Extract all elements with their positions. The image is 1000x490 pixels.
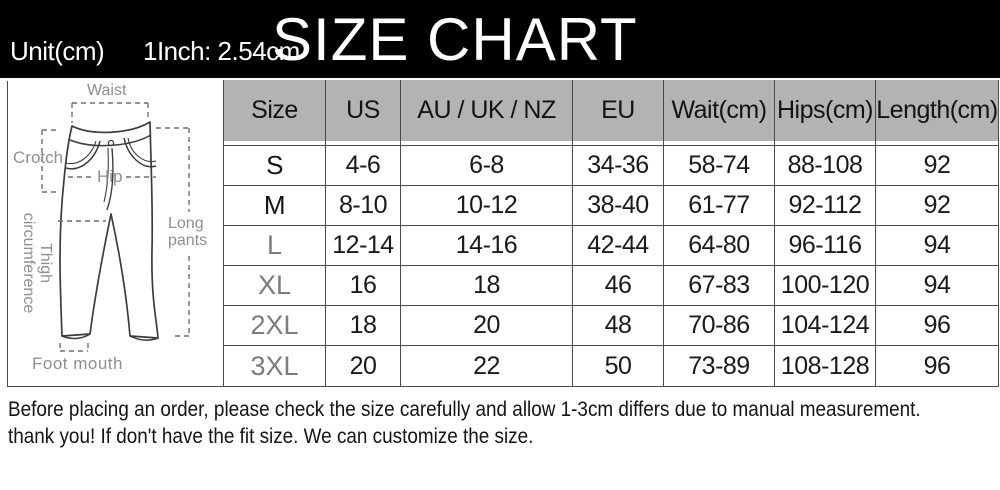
thigh-label-line1: Thigh xyxy=(37,242,54,284)
table-cell: 42-44 xyxy=(573,226,664,266)
crotch-label: Crotch xyxy=(13,148,64,167)
inch-conversion-label: 1Inch: 2.54cm xyxy=(143,36,300,66)
table-cell: 96-116 xyxy=(775,226,876,266)
thigh-label-line2: circumference xyxy=(20,212,37,314)
size-row-label: 3XL xyxy=(224,346,326,386)
table-cell: 48 xyxy=(573,306,664,346)
waist-label: Waist xyxy=(87,82,127,99)
header-cell-au-uk-nz: AU / UK / NZ xyxy=(401,80,573,146)
header-cell-hips: Hips(cm) xyxy=(775,80,876,146)
header-cell-length: Length(cm) xyxy=(876,80,998,146)
table-cell: 96 xyxy=(876,306,998,346)
topbar: Unit(cm) 1Inch: 2.54cm SIZE CHART xyxy=(0,0,1000,78)
long-pants-label-line1: Long xyxy=(168,215,204,232)
table-cell: 8-10 xyxy=(326,186,401,226)
table-cell: 104-124 xyxy=(775,306,876,346)
table-cell: 22 xyxy=(401,346,573,386)
table-cell: 38-40 xyxy=(573,186,664,226)
table-cell: 14-16 xyxy=(401,226,573,266)
table-cell: 6-8 xyxy=(401,146,573,186)
table-cell: 108-128 xyxy=(775,346,876,386)
header-cell-us: US xyxy=(326,80,401,146)
pants-measurement-diagram: Waist Crotch Hip Thigh circumference Long… xyxy=(0,78,223,390)
size-row-label: 2XL xyxy=(224,306,326,346)
size-row-label: S xyxy=(224,146,326,186)
hip-label: Hip xyxy=(97,167,123,186)
table-cell: 20 xyxy=(326,346,401,386)
table-cell: 18 xyxy=(326,306,401,346)
table-cell: 50 xyxy=(573,346,664,386)
table-cell: 46 xyxy=(573,266,664,306)
size-row-label: L xyxy=(224,226,326,266)
header-cell-size: Size xyxy=(224,80,326,146)
table-cell: 4-6 xyxy=(326,146,401,186)
table-cell: 16 xyxy=(326,266,401,306)
header-cell-eu: EU xyxy=(573,80,664,146)
table-cell: 88-108 xyxy=(775,146,876,186)
table-cell: 20 xyxy=(401,306,573,346)
pants-outline-illustration xyxy=(7,81,223,387)
table-cell: 70-86 xyxy=(664,306,775,346)
table-cell: 34-36 xyxy=(573,146,664,186)
table-cell: 100-120 xyxy=(775,266,876,306)
foot-mouth-label: Foot mouth xyxy=(32,354,123,373)
thigh-circumference-label: Thigh circumference xyxy=(20,192,54,334)
unit-label: Unit(cm) xyxy=(10,36,105,66)
size-table: Size US AU / UK / NZ EU Wait(cm) Hips(cm… xyxy=(223,80,999,387)
table-cell: 61-77 xyxy=(664,186,775,226)
table-cell: 64-80 xyxy=(664,226,775,266)
table-cell: 58-74 xyxy=(664,146,775,186)
table-cell: 67-83 xyxy=(664,266,775,306)
page-title: SIZE CHART xyxy=(272,6,638,73)
long-pants-label: Long pants xyxy=(168,215,207,249)
long-pants-label-line2: pants xyxy=(168,232,208,249)
table-cell: 10-12 xyxy=(401,186,573,226)
size-row-label: XL xyxy=(224,266,326,306)
table-cell: 73-89 xyxy=(664,346,775,386)
size-row-label: M xyxy=(224,186,326,226)
table-cell: 12-14 xyxy=(326,226,401,266)
table-cell: 96 xyxy=(923,351,951,380)
table-cell: 92-112 xyxy=(775,186,876,226)
footer-note-line2: thank you! If don't have the fit size. W… xyxy=(8,425,534,448)
header-cell-waist: Wait(cm) xyxy=(664,80,775,146)
footer-note: Before placing an order, please check th… xyxy=(8,396,1000,450)
table-cell: 94 xyxy=(876,226,998,266)
footer-note-line1: Before placing an order, please check th… xyxy=(8,398,921,421)
table-cell: 18 xyxy=(401,266,573,306)
table-cell: 92 xyxy=(876,146,998,186)
table-cell: 94 xyxy=(876,266,998,306)
table-cell: 92 xyxy=(876,186,998,226)
